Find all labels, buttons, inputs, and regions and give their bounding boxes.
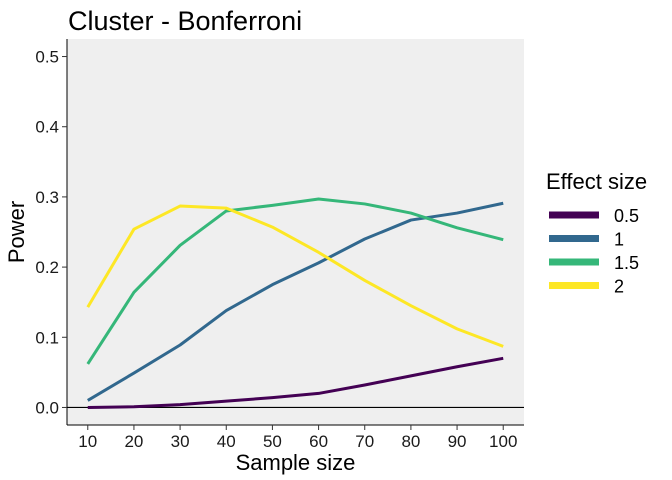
y-tick-label: 0.0 [35,398,59,417]
x-tick-label: 100 [489,432,517,451]
chart-title: Cluster - Bonferroni [68,6,302,36]
legend-label-0: 0.5 [614,206,639,226]
y-tick-label: 0.5 [35,48,59,67]
x-tick-label: 90 [448,432,467,451]
x-tick-label: 50 [263,432,282,451]
series-line-3 [86,204,504,348]
x-tick-label: 40 [217,432,236,451]
legend-label-3: 2 [614,277,624,297]
y-tick-label: 0.2 [35,258,59,277]
series-lines [86,197,504,409]
x-tick-label: 70 [355,432,374,451]
x-tick-label: 20 [124,432,143,451]
y-tick-label: 0.4 [35,118,59,137]
x-tick-label: 80 [401,432,420,451]
series-line-0 [87,356,504,409]
x-tick-label: 60 [309,432,328,451]
x-axis-ticks: 10 20 30 40 50 60 70 80 90 100 [78,425,517,451]
legend-label-2: 1.5 [614,253,639,273]
plot-panel [67,39,524,425]
legend-label-1: 1 [614,230,624,250]
x-tick-label: 30 [171,432,190,451]
y-tick-label: 0.1 [35,328,59,347]
legend-title: Effect size [546,169,647,194]
series-line-1 [87,201,504,402]
x-tick-label: 10 [78,432,97,451]
y-axis-ticks: 0.0 0.1 0.2 0.3 0.4 0.5 [35,48,67,417]
series-line-2 [86,197,504,365]
y-axis-title: Power [4,201,29,263]
y-tick-label: 0.3 [35,188,59,207]
x-axis-title: Sample size [236,450,356,475]
legend: 0.5 1 1.5 2 [549,206,639,297]
